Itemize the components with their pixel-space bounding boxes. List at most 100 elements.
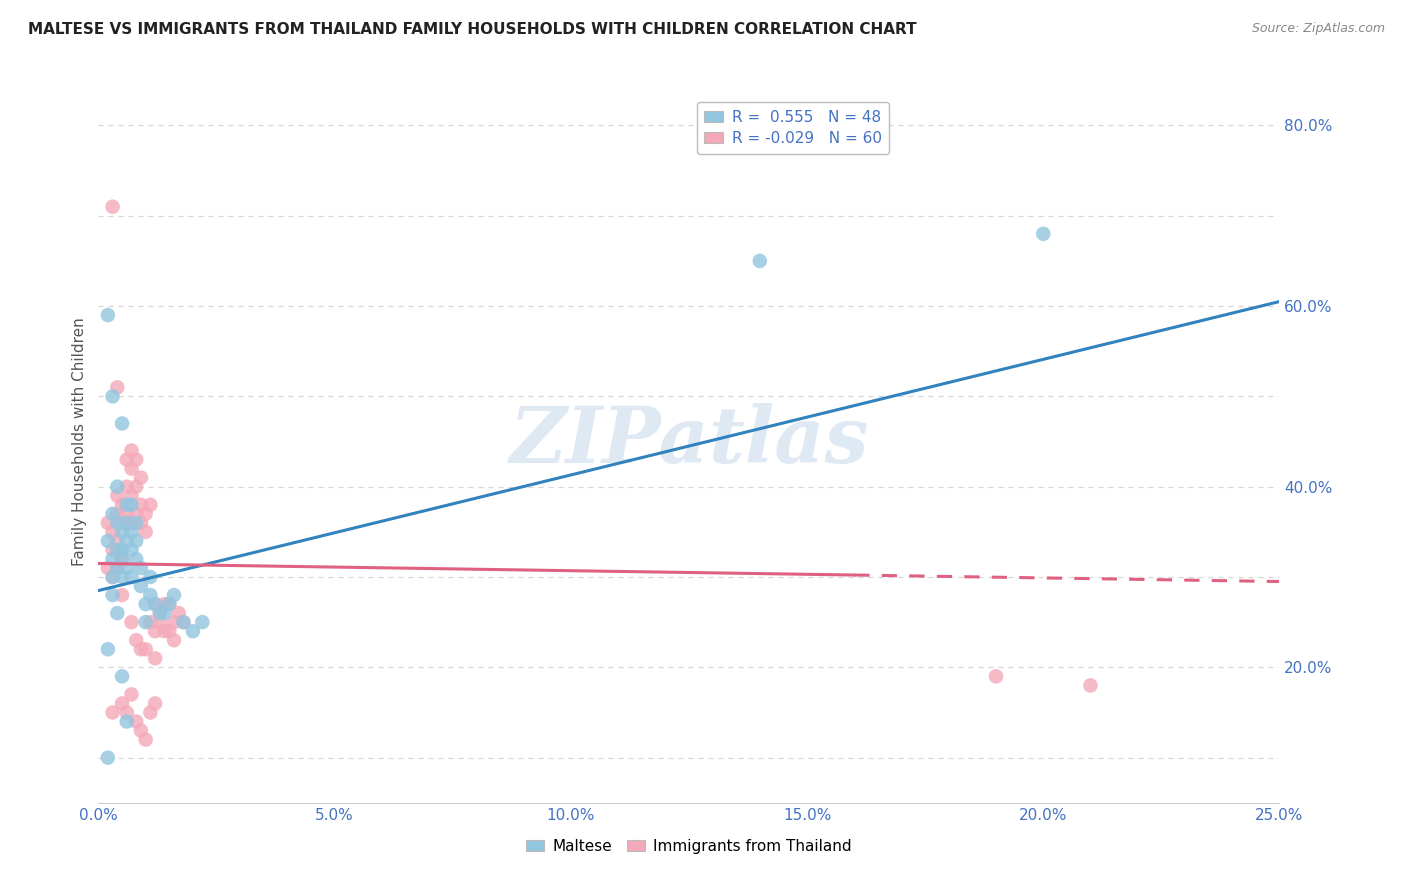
Point [153, 606, 176, 620]
Point [153, 624, 176, 639]
Point [101, 570, 124, 584]
Point [139, 498, 162, 512]
Point [172, 615, 194, 630]
Point [139, 588, 162, 602]
Point [121, 615, 143, 630]
Point [111, 570, 134, 584]
Point [125, 507, 148, 521]
Point [984, 669, 1007, 683]
Point [105, 561, 128, 575]
Point [111, 552, 134, 566]
Point [125, 480, 148, 494]
Point [101, 706, 124, 720]
Point [129, 498, 152, 512]
Point [105, 542, 128, 557]
Point [139, 570, 162, 584]
Point [163, 615, 186, 630]
Text: MALTESE VS IMMIGRANTS FROM THAILAND FAMILY HOUSEHOLDS WITH CHILDREN CORRELATION : MALTESE VS IMMIGRANTS FROM THAILAND FAMI… [28, 22, 917, 37]
Point [115, 507, 138, 521]
Text: Source: ZipAtlas.com: Source: ZipAtlas.com [1251, 22, 1385, 36]
Point [115, 714, 138, 729]
Point [181, 624, 204, 639]
Point [129, 642, 152, 657]
Point [121, 498, 143, 512]
Point [135, 597, 157, 611]
Point [97, 750, 120, 764]
Point [191, 615, 214, 630]
Point [167, 606, 190, 620]
Point [149, 615, 172, 630]
Point [97, 516, 120, 530]
Point [125, 633, 148, 648]
Point [101, 200, 124, 214]
Point [121, 516, 143, 530]
Point [129, 516, 152, 530]
Point [111, 588, 134, 602]
Point [125, 516, 148, 530]
Point [115, 452, 138, 467]
Point [101, 389, 124, 403]
Point [111, 516, 134, 530]
Point [111, 697, 134, 711]
Point [115, 480, 138, 494]
Point [135, 732, 157, 747]
Point [157, 597, 180, 611]
Point [115, 706, 138, 720]
Point [105, 489, 128, 503]
Point [105, 480, 128, 494]
Point [121, 570, 143, 584]
Point [105, 533, 128, 548]
Point [172, 615, 194, 630]
Text: ZIPatlas: ZIPatlas [509, 403, 869, 480]
Point [115, 561, 138, 575]
Point [115, 533, 138, 548]
Point [115, 516, 138, 530]
Point [111, 552, 134, 566]
Point [135, 524, 157, 539]
Point [105, 561, 128, 575]
Point [101, 588, 124, 602]
Point [1080, 678, 1102, 692]
Point [105, 507, 128, 521]
Point [111, 669, 134, 683]
Point [149, 606, 172, 620]
Point [101, 542, 124, 557]
Point [101, 552, 124, 566]
Y-axis label: Family Households with Children: Family Households with Children [72, 318, 87, 566]
Point [101, 570, 124, 584]
Point [129, 471, 152, 485]
Point [143, 697, 166, 711]
Point [125, 552, 148, 566]
Point [143, 597, 166, 611]
Point [143, 651, 166, 665]
Point [143, 597, 166, 611]
Point [163, 588, 186, 602]
Point [105, 606, 128, 620]
Point [97, 308, 120, 322]
Point [125, 452, 148, 467]
Point [97, 561, 120, 575]
Point [121, 542, 143, 557]
Legend: Maltese, Immigrants from Thailand: Maltese, Immigrants from Thailand [520, 833, 858, 860]
Point [111, 417, 134, 431]
Point [111, 524, 134, 539]
Point [121, 443, 143, 458]
Point [121, 489, 143, 503]
Point [125, 714, 148, 729]
Point [111, 498, 134, 512]
Point [1032, 227, 1054, 241]
Point [129, 723, 152, 738]
Point [157, 624, 180, 639]
Point [101, 524, 124, 539]
Point [153, 597, 176, 611]
Point [748, 253, 770, 268]
Point [129, 561, 152, 575]
Point [121, 524, 143, 539]
Point [111, 542, 134, 557]
Point [163, 633, 186, 648]
Point [121, 687, 143, 701]
Point [135, 507, 157, 521]
Point [121, 461, 143, 475]
Point [149, 606, 172, 620]
Point [105, 516, 128, 530]
